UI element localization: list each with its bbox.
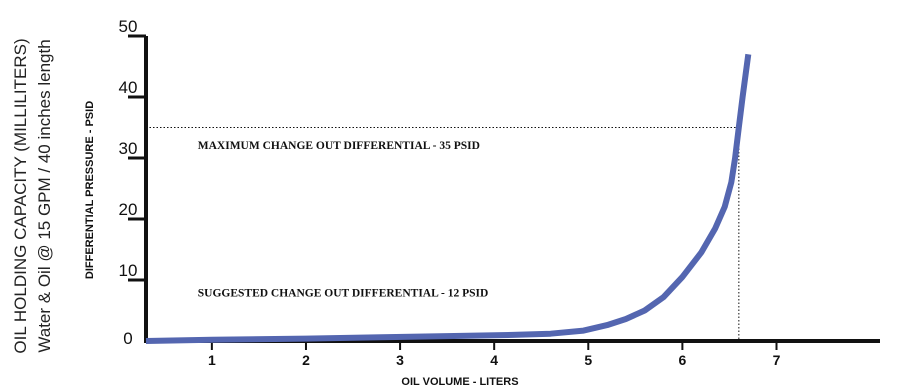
x-tick-label: 2 [302,352,310,368]
x-tick-label: 4 [490,352,498,368]
axes: 0 10 20 30 40 50 1 2 3 4 5 6 7 [119,17,880,368]
y-tick-label: 10 [119,261,138,280]
y-tick-label: 50 [119,17,138,36]
y-tick-label: 0 [123,329,132,348]
reference-lines [146,127,740,341]
y-tick-label: 30 [119,139,138,158]
y-axis-title: DIFFERENTIAL PRESSURE - PSID [84,101,96,279]
series-group [145,53,752,344]
suggested-change-out-label: SUGGESTED CHANGE OUT DIFFERENTIAL - 12 P… [198,287,489,299]
chart-title-line2: Water & Oil @ 15 GPM / 40 inches length [35,39,54,352]
x-axis-title: OIL VOLUME - LITERS [401,376,518,388]
y-tick-label: 40 [119,78,138,97]
x-tick-label: 7 [773,352,781,368]
x-tick-label: 3 [396,352,404,368]
y-tick-label: 20 [119,200,138,219]
x-tick-label: 5 [584,352,592,368]
x-tick-label: 1 [208,352,216,368]
x-tick-label: 6 [678,352,686,368]
chart-title-line1: OIL HOLDING CAPACITY (MILLILITERS) [11,38,30,353]
series-line [145,53,752,344]
annotations: MAXIMUM CHANGE OUT DIFFERENTIAL - 35 PSI… [198,140,489,300]
max-change-out-label: MAXIMUM CHANGE OUT DIFFERENTIAL - 35 PSI… [198,140,480,152]
